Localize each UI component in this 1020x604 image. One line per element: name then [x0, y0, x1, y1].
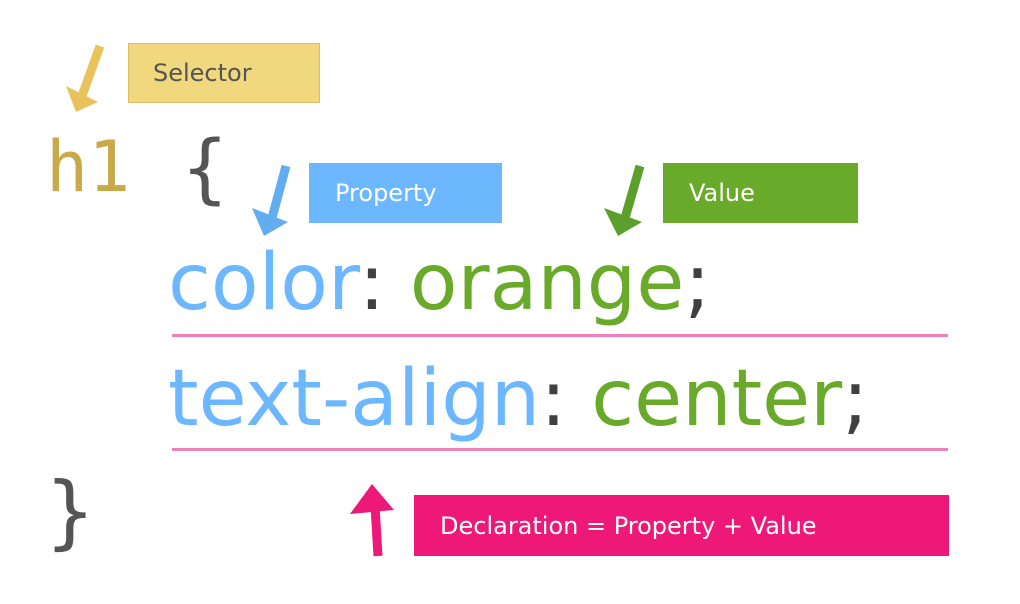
semicolon-1: ;	[684, 238, 711, 328]
declaration-underline-1	[172, 334, 948, 337]
property-label: Property	[335, 179, 437, 207]
property-label-box: Property	[309, 163, 502, 223]
colon-2: :	[540, 354, 567, 444]
selector-label-box: Selector	[128, 43, 320, 103]
property-arrow-icon	[252, 164, 291, 236]
property-color: color	[168, 238, 359, 328]
declaration-underline-2	[172, 448, 948, 451]
open-brace: {	[182, 123, 228, 212]
declaration-label: Declaration = Property + Value	[440, 511, 817, 540]
selector-arrow-icon	[66, 44, 105, 112]
value-center: center	[591, 354, 843, 444]
selector-label: Selector	[153, 59, 252, 87]
colon-1: :	[358, 238, 385, 328]
declaration-arrow-icon	[350, 484, 394, 557]
declaration-label-box: Declaration = Property + Value	[414, 495, 949, 556]
value-label-box: Value	[663, 163, 858, 223]
value-orange: orange	[409, 238, 685, 328]
selector-text: h1	[46, 126, 131, 208]
declaration-color: color: orange;	[168, 244, 711, 322]
value-arrow-icon	[604, 164, 645, 236]
declaration-text-align: text-align: center;	[168, 360, 869, 438]
value-label: Value	[689, 179, 755, 207]
property-text-align: text-align	[168, 354, 541, 444]
semicolon-2: ;	[842, 354, 869, 444]
close-brace: }	[46, 465, 95, 558]
